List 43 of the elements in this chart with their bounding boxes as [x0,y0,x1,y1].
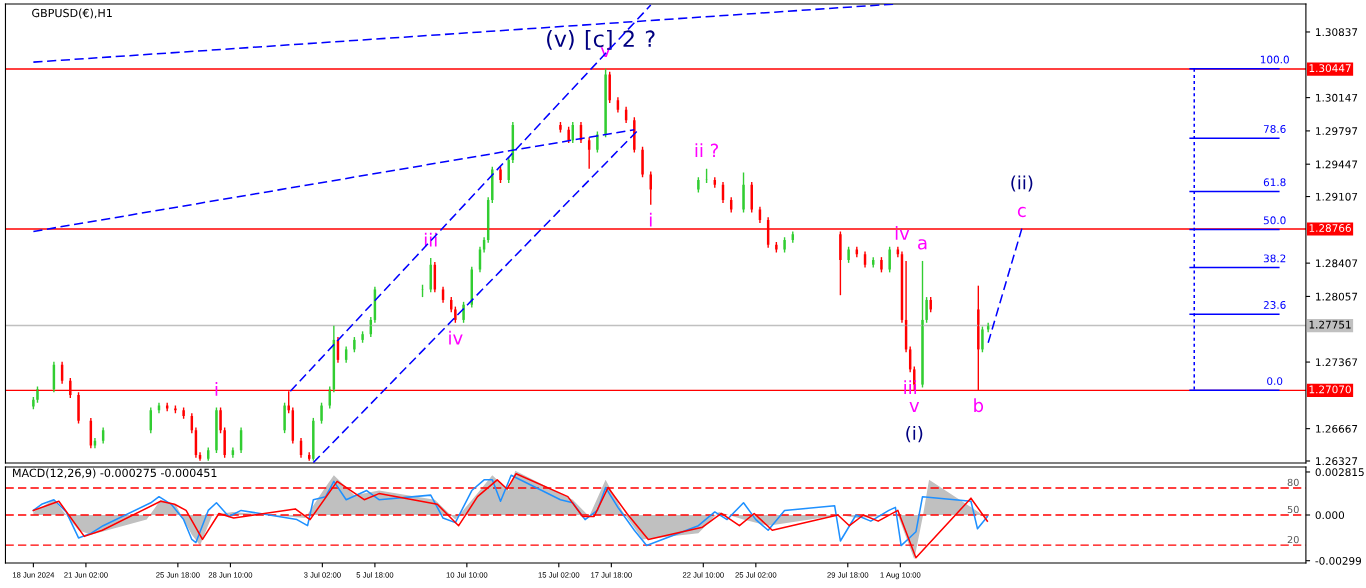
ref-line-label: 1.27751 [1309,320,1351,329]
annotation: (v) [547,29,574,50]
y-tick-label: 1.30147 [1316,93,1358,102]
annotation: (i) [906,426,923,443]
annotation: b [974,398,984,413]
y-tick-label: 1.28057 [1316,292,1358,301]
annotation: (ii) [1011,175,1033,192]
annotation: c [1017,206,1026,218]
y-tick-label: 1.28407 [1316,259,1358,268]
y-tick-label: -0.00299 [1315,556,1362,565]
ref-line-label: 1.28766 [1309,224,1351,232]
y-tick-label: 1.30837 [1316,28,1358,37]
ref-line-label: 1.27070 [1309,385,1351,394]
annotation: 23.6 [1263,301,1286,309]
ref-line-label: 1.30447 [1309,64,1351,73]
y-tick-label: 0.002815 [1315,468,1364,477]
annotation: 38.2 [1263,254,1286,263]
annotation: 50 [1287,505,1299,514]
annotation: iv [895,226,910,240]
y-tick-label: 1.27367 [1316,358,1358,367]
y-tick-label: 1.26327 [1316,457,1358,466]
annotation: 20 [1287,535,1299,544]
y-tick-label: 0.000 [1315,511,1345,520]
annotation: ? [645,30,655,47]
annotation: a [918,239,927,250]
annotation: 50.0 [1263,216,1286,225]
y-tick-label: 1.29107 [1316,192,1358,201]
annotation: i [215,382,218,396]
y-tick-label: 1.29447 [1316,160,1358,169]
annotation: i [649,212,652,227]
annotation: 100.0 [1260,55,1289,64]
annotation: 78.6 [1263,125,1286,133]
annotation: 61.8 [1263,178,1286,187]
annotation: 80 [1287,478,1299,487]
annotation: ii ? [695,143,718,157]
chart-title: GBPUSD(€),H1 [32,8,112,19]
annotation: 2 [623,30,634,47]
y-tick-label: 1.26667 [1316,424,1358,433]
y-tick-label: 1.29797 [1316,127,1358,136]
annotation: iv [449,330,463,345]
annotation: iii [424,232,437,247]
annotation: 0.0 [1267,377,1283,386]
annotation: v [909,402,920,412]
